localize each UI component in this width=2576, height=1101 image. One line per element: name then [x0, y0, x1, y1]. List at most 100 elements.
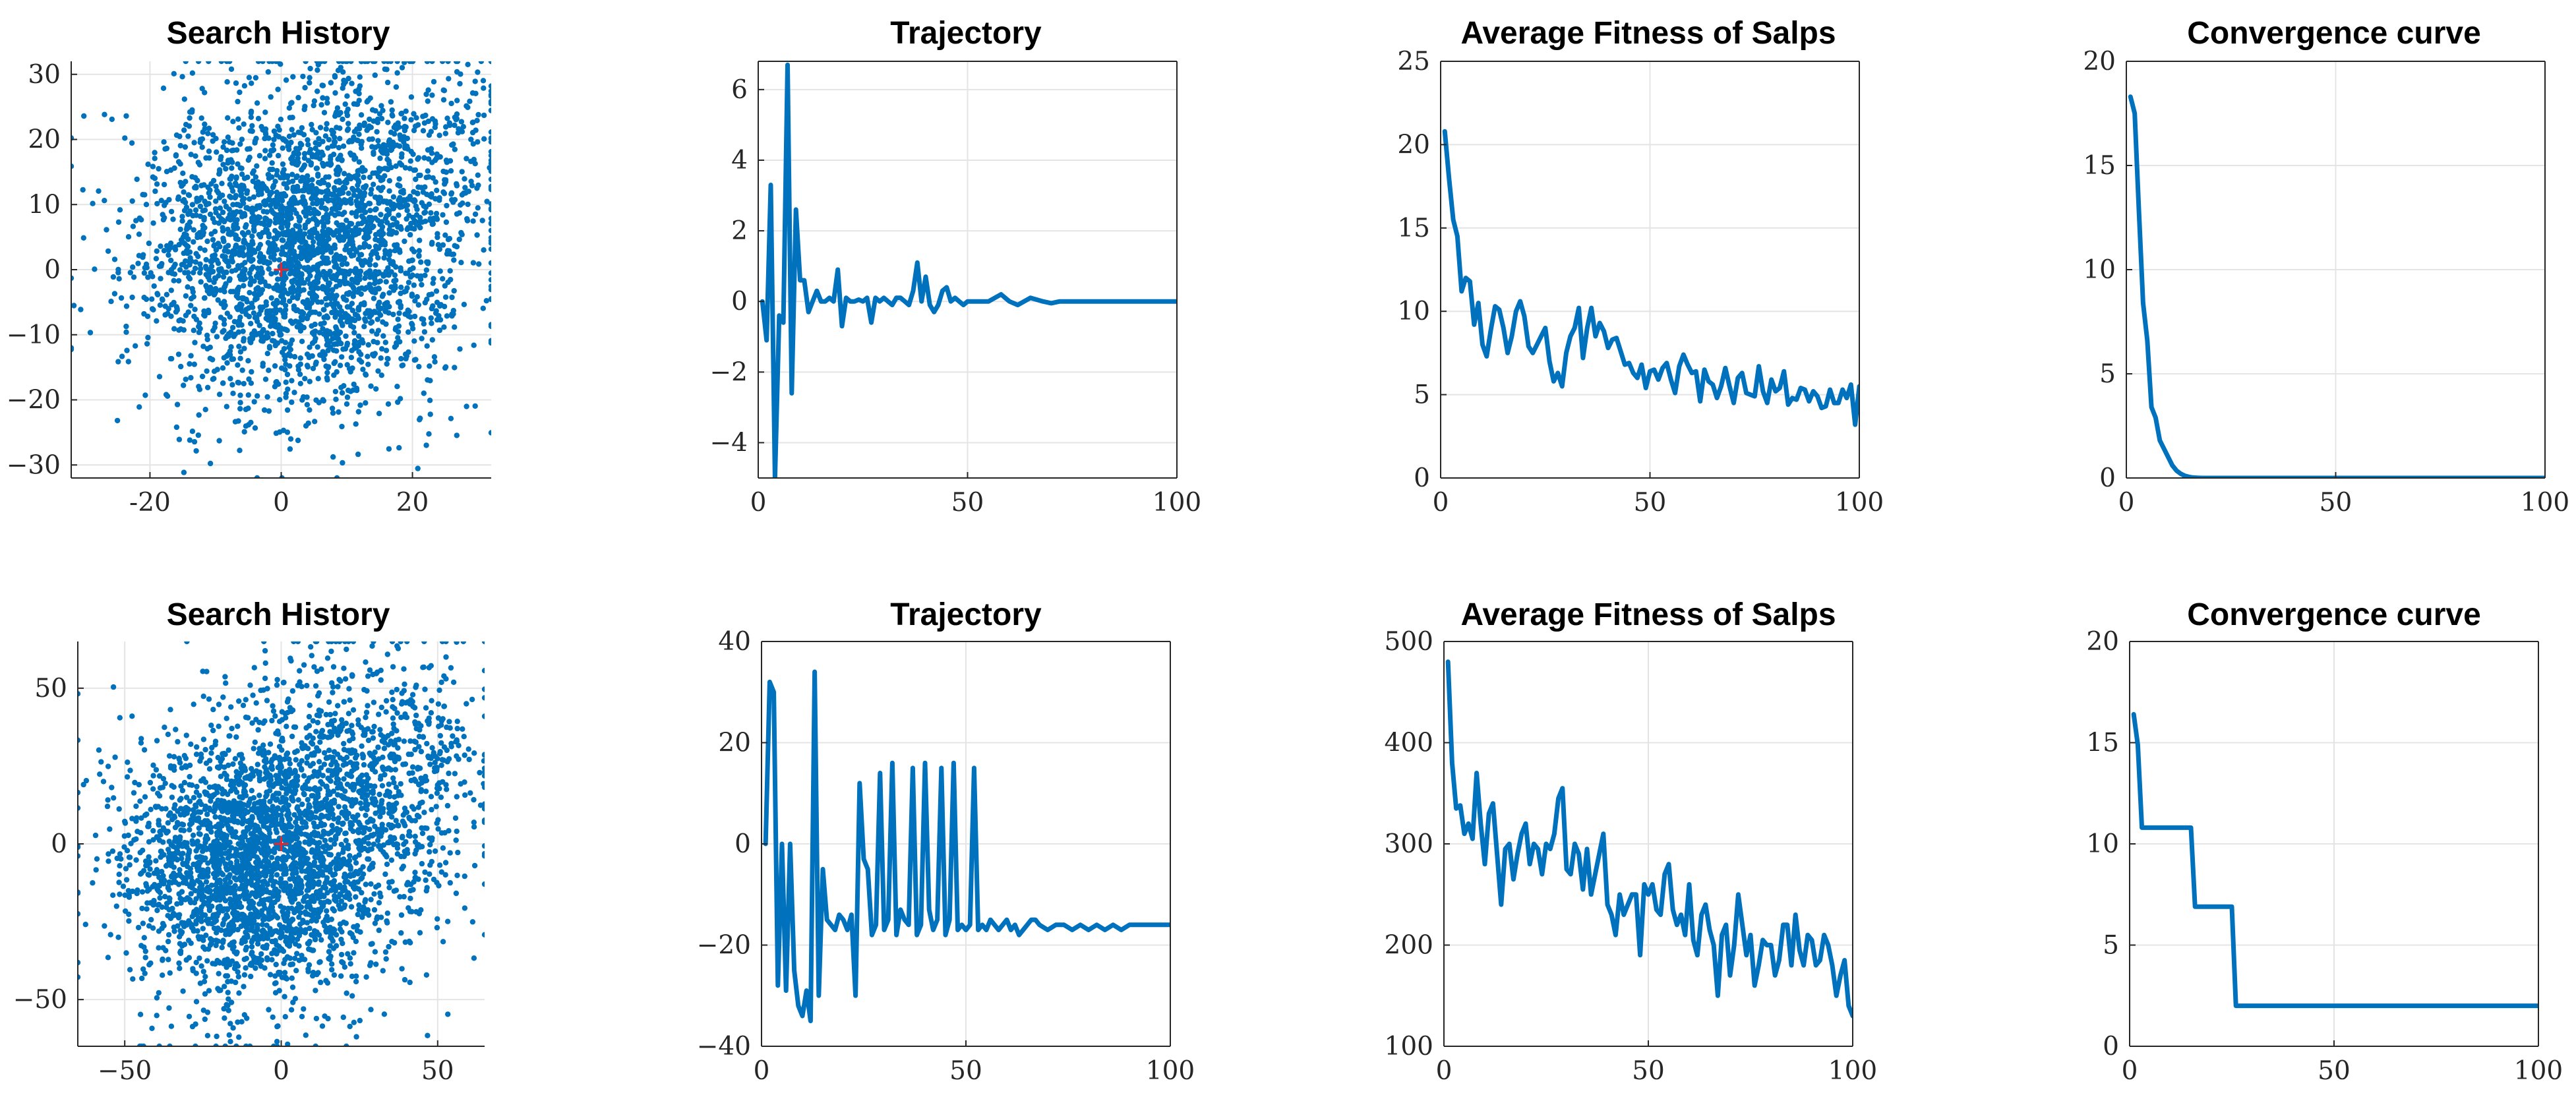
- data-point: [216, 438, 222, 444]
- data-point: [287, 962, 293, 968]
- data-point: [181, 231, 187, 237]
- data-point: [293, 757, 299, 763]
- data-point: [195, 61, 202, 65]
- data-point: [189, 109, 195, 115]
- data-point: [398, 305, 404, 311]
- data-point: [189, 202, 196, 208]
- data-point: [340, 143, 347, 149]
- data-point: [315, 376, 321, 382]
- data-point: [356, 131, 362, 137]
- data-point: [366, 244, 372, 250]
- data-point: [90, 200, 96, 206]
- data-point: [276, 257, 282, 263]
- x-tick-label: 100: [2521, 488, 2569, 518]
- data-point: [267, 798, 273, 805]
- data-point: [400, 190, 406, 196]
- data-point: [328, 887, 334, 893]
- data-point: [472, 211, 479, 218]
- data-point: [416, 363, 422, 370]
- data-point: [404, 202, 411, 208]
- data-point: [383, 279, 389, 285]
- data-point: [271, 197, 277, 204]
- data-point: [436, 195, 442, 201]
- data-point: [194, 783, 200, 790]
- data-point: [205, 131, 211, 136]
- data-point: [349, 185, 355, 192]
- data-point: [375, 138, 381, 144]
- data-point: [427, 842, 433, 848]
- data-point: [104, 227, 109, 233]
- data-point: [177, 133, 183, 140]
- data-point: [386, 885, 392, 891]
- data-point: [374, 316, 380, 322]
- data-point: [425, 156, 432, 162]
- data-point: [264, 805, 270, 812]
- data-point: [235, 380, 242, 386]
- data-point: [324, 374, 330, 381]
- data-point: [209, 257, 215, 263]
- data-point: [398, 912, 405, 918]
- data-point: [310, 365, 316, 372]
- data-point: [368, 897, 374, 903]
- data-point: [333, 324, 339, 330]
- data-point: [123, 329, 129, 335]
- data-point: [319, 82, 325, 88]
- data-point: [265, 239, 271, 246]
- data-point: [263, 282, 269, 289]
- data-point: [204, 812, 210, 818]
- data-point: [116, 806, 122, 812]
- data-point: [438, 740, 444, 746]
- data-point: [191, 438, 198, 445]
- data-point: [428, 146, 434, 152]
- data-point: [324, 100, 330, 106]
- data-point: [419, 336, 425, 342]
- data-point: [237, 314, 243, 320]
- data-point: [333, 341, 339, 347]
- data-point: [218, 773, 224, 779]
- data-point: [318, 61, 324, 65]
- y-tick-label: −2: [710, 357, 748, 387]
- data-point: [344, 340, 351, 347]
- data-point: [195, 432, 201, 438]
- data-point: [309, 177, 315, 183]
- data-point: [356, 159, 362, 165]
- data-point: [80, 235, 86, 241]
- data-point: [424, 343, 430, 349]
- data-point: [212, 324, 218, 330]
- data-point: [329, 143, 335, 149]
- data-point: [425, 87, 431, 93]
- data-point: [308, 162, 314, 168]
- data-point: [267, 218, 273, 224]
- data-point: [339, 261, 345, 268]
- data-point: [282, 970, 288, 976]
- data-point: [348, 904, 355, 910]
- data-point: [384, 920, 390, 926]
- data-point: [302, 104, 308, 109]
- data-point: [373, 262, 378, 268]
- data-point: [239, 756, 245, 761]
- data-point: [105, 248, 111, 254]
- data-point: [135, 887, 140, 893]
- data-point: [434, 924, 440, 931]
- data-point: [386, 178, 392, 184]
- data-point: [151, 283, 157, 289]
- data-point: [275, 86, 281, 92]
- data-point: [488, 107, 491, 113]
- data-point: [154, 248, 160, 254]
- data-point: [141, 935, 147, 941]
- data-point: [140, 920, 146, 926]
- data-point: [235, 1019, 241, 1025]
- data-point: [171, 278, 177, 283]
- data-point: [227, 376, 233, 382]
- data-point: [373, 286, 378, 292]
- data-point: [277, 397, 283, 403]
- data-point: [446, 235, 453, 242]
- data-point: [405, 329, 411, 335]
- data-point: [168, 1023, 175, 1029]
- data-point: [122, 135, 128, 141]
- data-point: [411, 111, 417, 117]
- data-point: [241, 336, 247, 342]
- data-point: [206, 200, 212, 207]
- data-point: [262, 202, 269, 208]
- data-point: [287, 286, 293, 292]
